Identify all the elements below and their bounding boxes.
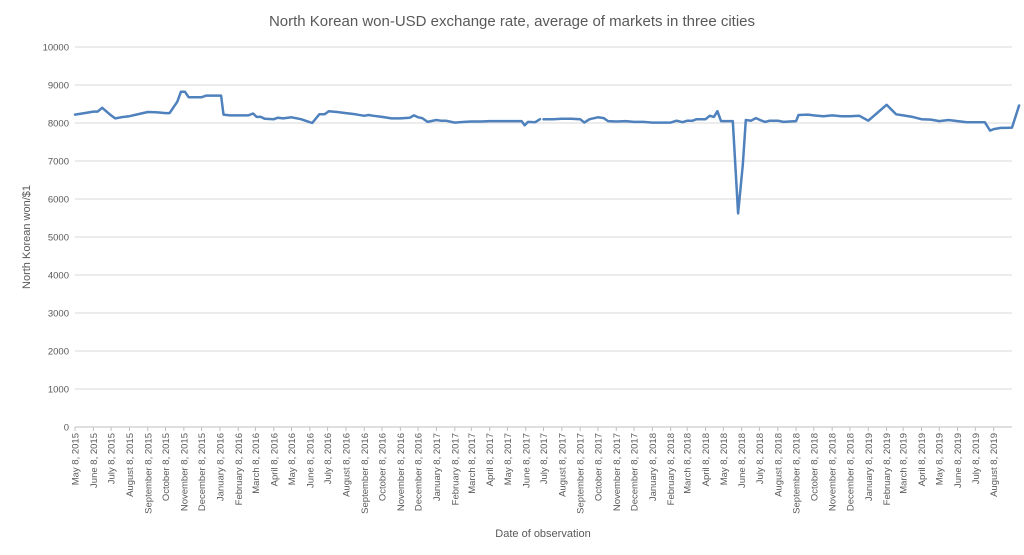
y-tick-label: 7000: [48, 157, 69, 168]
x-tick-label: February 8, 2019: [882, 433, 893, 505]
x-tick-label: December 8, 2015: [197, 433, 208, 511]
y-tick-label: 3000: [48, 309, 69, 320]
y-tick-label: 6000: [48, 195, 69, 206]
y-tick-label: 10000: [43, 43, 69, 54]
x-tick-label: June 8, 2018: [737, 433, 748, 488]
x-tick-label: November 8, 2017: [612, 433, 623, 511]
x-tick-label: September 8, 2016: [360, 433, 371, 514]
x-tick-label: August 8, 2017: [557, 433, 568, 497]
x-tick-label: January 8, 2019: [864, 433, 875, 501]
x-tick-label: May 8, 2018: [719, 433, 730, 485]
x-tick-label: July 8, 2016: [323, 433, 334, 484]
x-axis-ticks: May 8, 2015 June 8, 2015 July 8, 2015 Augus…: [71, 427, 1000, 514]
x-tick-label: January 8, 2018: [648, 433, 659, 501]
y-tick-label: 1000: [48, 385, 69, 396]
x-tick-label: February 8, 2017: [450, 433, 461, 505]
y-axis-label: North Korean won/$1: [21, 185, 33, 289]
y-tick-label: 2000: [48, 347, 69, 358]
x-tick-label: April 8, 2019: [917, 433, 928, 486]
series: [73, 90, 1021, 215]
x-tick-label: August 8, 2019: [989, 433, 1000, 497]
y-tick-label: 0: [64, 423, 69, 434]
x-tick-label: December 8, 2018: [845, 433, 856, 511]
y-tick-label: 8000: [48, 119, 69, 130]
x-tick-label: March 8, 2018: [683, 433, 694, 494]
x-tick-label: September 8, 2017: [576, 433, 587, 514]
x-tick-label: March 8, 2017: [467, 433, 478, 494]
y-tick-label: 9000: [48, 81, 69, 92]
x-tick-label: November 8, 2018: [828, 433, 839, 511]
x-tick-label: March 8, 2016: [251, 433, 262, 494]
y-tick-label: 5000: [48, 233, 69, 244]
x-tick-label: November 8, 2015: [179, 433, 190, 511]
x-tick-label: September 8, 2018: [792, 433, 803, 514]
series-line-segment-1: [73, 90, 542, 127]
x-tick-label: February 8, 2018: [666, 433, 677, 505]
x-tick-label: January 8, 2016: [215, 433, 226, 501]
x-tick-label: January 8, 2017: [432, 433, 443, 501]
x-tick-label: April 8, 2016: [269, 433, 280, 486]
y-axis-ticks: 0 1000 2000 3000 4000 5000 6000 7000 8000 9000 100…: [43, 43, 69, 434]
x-tick-label: May 8, 2019: [935, 433, 946, 485]
x-tick-label: December 8, 2016: [414, 433, 425, 511]
y-tick-label: 4000: [48, 271, 69, 282]
x-tick-label: July 8, 2015: [107, 433, 118, 484]
x-tick-label: August 8, 2018: [773, 433, 784, 497]
x-tick-label: July 8, 2017: [539, 433, 550, 484]
x-tick-label: December 8, 2017: [630, 433, 641, 511]
x-tick-label: April 8, 2018: [701, 433, 712, 486]
x-tick-label: June 8, 2016: [305, 433, 316, 488]
x-tick-label: March 8, 2019: [899, 433, 910, 494]
x-tick-label: February 8, 2016: [234, 433, 245, 505]
x-tick-label: November 8, 2016: [396, 433, 407, 511]
x-tick-label: October 8, 2017: [593, 433, 604, 501]
x-tick-label: April 8, 2017: [485, 433, 496, 486]
x-tick-label: May 8, 2015: [71, 433, 82, 485]
x-tick-label: June 8, 2015: [89, 433, 100, 488]
x-tick-label: September 8, 2015: [143, 433, 154, 514]
chart-title: North Korean won-USD exchange rate, aver…: [269, 13, 755, 30]
gridlines: [75, 46, 1012, 428]
series-line-segment-2: [542, 103, 1021, 215]
x-tick-label: June 8, 2019: [953, 433, 964, 488]
x-tick-label: August 8, 2016: [341, 433, 352, 497]
x-tick-label: October 8, 2015: [161, 433, 172, 501]
x-tick-label: June 8, 2017: [521, 433, 532, 488]
x-tick-label: July 8, 2019: [971, 433, 982, 484]
x-tick-label: May 8, 2017: [503, 433, 514, 485]
x-axis-label: Date of observation: [495, 528, 590, 540]
x-tick-label: October 8, 2016: [378, 433, 389, 501]
x-tick-label: October 8, 2018: [809, 433, 820, 501]
x-tick-label: July 8, 2018: [755, 433, 766, 484]
x-tick-label: May 8, 2016: [287, 433, 298, 485]
x-tick-label: August 8, 2015: [125, 433, 136, 497]
